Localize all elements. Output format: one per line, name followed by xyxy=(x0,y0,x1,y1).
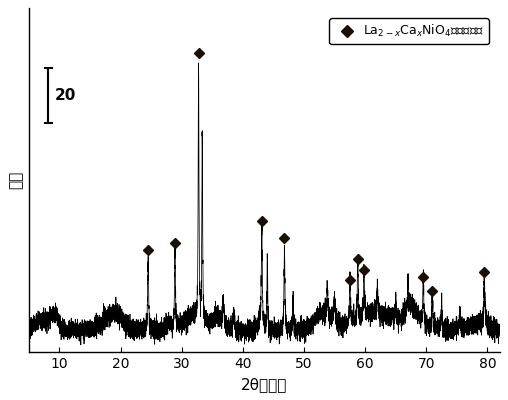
X-axis label: 2θ（度）: 2θ（度） xyxy=(241,377,288,392)
Legend: La$_{2-x}$Ca$_x$NiO$_4$钙钛矿结构: La$_{2-x}$Ca$_x$NiO$_4$钙钛矿结构 xyxy=(329,18,489,44)
Text: 20: 20 xyxy=(54,88,76,103)
Y-axis label: 强度: 强度 xyxy=(8,171,23,190)
